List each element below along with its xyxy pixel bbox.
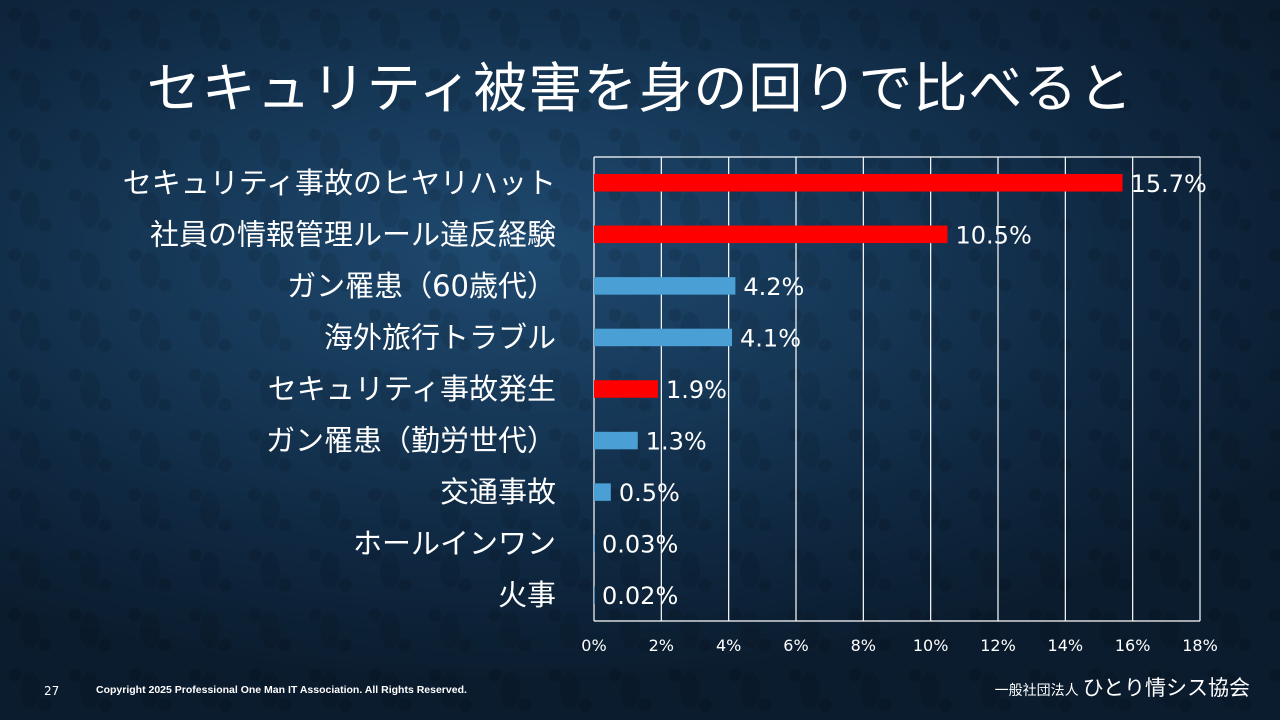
value-label: 1.9% (666, 376, 727, 404)
value-label: 10.5% (956, 221, 1032, 249)
bar (594, 483, 611, 501)
value-label: 4.1% (740, 324, 801, 352)
value-label: 4.2% (743, 273, 804, 301)
organization-title: ひとり情シス協会 (1082, 676, 1250, 700)
x-tick-label: 12% (980, 636, 1016, 655)
bar (594, 534, 596, 553)
value-labels: 15.7% 10.5% 4.2% 4.1% 1.9% 1.3% 0.5% 0.03% 0.02% (602, 170, 1207, 610)
organization-prefix: 一般社団法人 (994, 683, 1079, 699)
bars (594, 174, 1123, 604)
bar (594, 431, 638, 450)
x-tick-label: 18% (1182, 636, 1218, 655)
x-tick-label: 2% (649, 636, 674, 655)
value-label: 0.02% (602, 582, 678, 610)
x-tick-label: 10% (913, 636, 949, 655)
bar (594, 277, 736, 295)
category-label: ホールインワン (353, 527, 556, 561)
copyright-notice: Copyright 2025 Professional One Man IT A… (96, 684, 467, 696)
slide-title: セキュリティ被害を身の回りで比べると (146, 57, 1134, 120)
category-label: ガン罹患（60歳代） (287, 269, 556, 303)
category-label: 火事 (498, 578, 556, 612)
bar (594, 174, 1123, 192)
x-tick-label: 16% (1115, 636, 1151, 655)
bar (594, 380, 658, 398)
value-label: 0.03% (602, 531, 678, 559)
bar (594, 586, 595, 604)
value-label: 0.5% (619, 479, 680, 507)
x-tick-label: 6% (783, 636, 808, 655)
category-label: 海外旅行トラブル (324, 320, 556, 354)
x-axis-ticks: 0% 2% 4% 6% 8% 10% 12% 14% 16% 18% (581, 636, 1217, 655)
x-tick-label: 0% (581, 636, 606, 655)
organization-name: 一般社団法人 ひとり情シス協会 (995, 672, 1250, 702)
category-label: セキュリティ事故発生 (268, 372, 556, 406)
category-label: 社員の情報管理ルール違反経験 (150, 217, 556, 251)
x-tick-label: 8% (851, 636, 876, 655)
category-label: ガン罹患（勤労世代） (266, 424, 556, 458)
bar (594, 225, 948, 244)
value-label: 15.7% (1131, 170, 1207, 198)
value-label: 1.3% (646, 428, 707, 456)
category-label: セキュリティ事故のヒヤリハット (123, 166, 556, 200)
bar (594, 328, 733, 347)
x-tick-label: 4% (716, 636, 741, 655)
x-tick-label: 14% (1048, 636, 1084, 655)
page-number: 27 (44, 684, 60, 698)
category-label: 交通事故 (440, 475, 556, 509)
